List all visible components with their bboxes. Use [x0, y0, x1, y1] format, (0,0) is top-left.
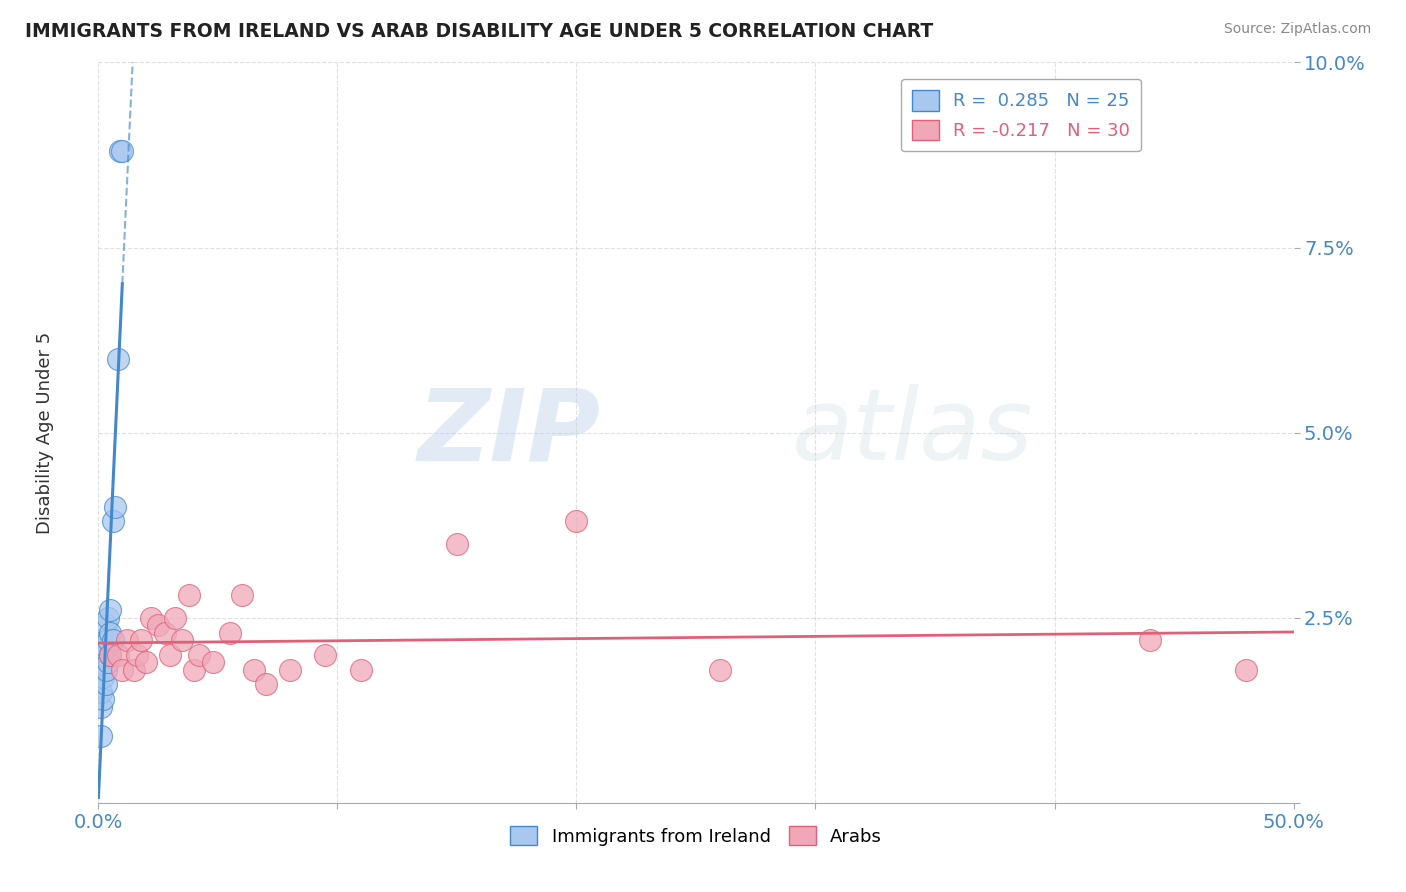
Point [90, 648, 112, 662]
Point [90, 699, 112, 714]
Point [179, 589, 201, 603]
Text: Source: ZipAtlas.com: Source: ZipAtlas.com [1223, 22, 1371, 37]
Point [148, 618, 170, 632]
Legend: Immigrants from Ireland, Arabs: Immigrants from Ireland, Arabs [503, 819, 889, 853]
Point [183, 663, 205, 677]
Point [1234, 663, 1257, 677]
Point [107, 648, 129, 662]
Text: IMMIGRANTS FROM IRELAND VS ARAB DISABILITY AGE UNDER 5 CORRELATION CHART: IMMIGRANTS FROM IRELAND VS ARAB DISABILI… [25, 22, 934, 41]
Point [135, 655, 157, 669]
Point [94, 677, 117, 691]
Point [104, 500, 127, 514]
Point [350, 663, 373, 677]
Point [91, 670, 114, 684]
Point [163, 610, 186, 624]
Point [98, 648, 122, 662]
Point [709, 663, 731, 677]
Point [97, 655, 120, 669]
Point [111, 663, 134, 677]
Point [131, 632, 153, 647]
Point [90, 685, 112, 699]
Point [125, 648, 148, 662]
Point [108, 145, 131, 159]
Point [172, 632, 194, 647]
Point [139, 610, 162, 624]
Point [278, 663, 301, 677]
Point [115, 632, 138, 647]
Point [219, 625, 242, 640]
Point [243, 663, 266, 677]
Point [101, 515, 124, 529]
Point [97, 632, 120, 647]
Point [91, 632, 114, 647]
Point [98, 603, 122, 617]
Point [446, 536, 468, 550]
Point [98, 625, 122, 640]
Point [187, 648, 209, 662]
Point [1139, 632, 1161, 647]
Point [97, 610, 120, 624]
Point [90, 663, 112, 677]
Text: Disability Age Under 5: Disability Age Under 5 [35, 332, 53, 533]
Point [94, 618, 117, 632]
Point [98, 648, 122, 662]
Point [565, 515, 588, 529]
Point [111, 145, 134, 159]
Point [254, 677, 277, 691]
Point [94, 640, 117, 655]
Point [124, 663, 146, 677]
Point [90, 729, 112, 743]
Point [91, 648, 114, 662]
Text: ZIP: ZIP [418, 384, 600, 481]
Point [155, 625, 177, 640]
Point [159, 648, 181, 662]
Point [94, 663, 117, 677]
Point [202, 655, 225, 669]
Point [91, 692, 114, 706]
Point [231, 589, 253, 603]
Text: atlas: atlas [792, 384, 1033, 481]
Point [101, 632, 124, 647]
Point [107, 351, 129, 366]
Point [315, 648, 337, 662]
